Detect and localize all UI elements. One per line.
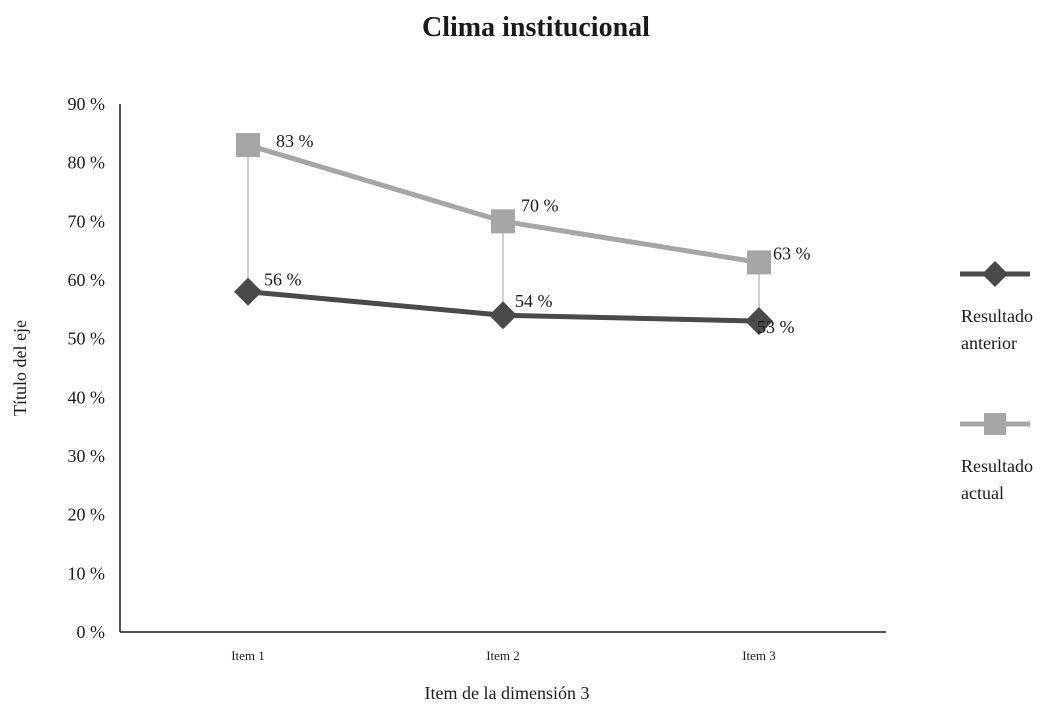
data-label: 83 % xyxy=(276,131,314,151)
y-tick-label: 50 % xyxy=(68,329,106,349)
y-tick-label: 70 % xyxy=(68,211,106,231)
legend-label: Resultado xyxy=(961,456,1033,476)
data-label: 53 % xyxy=(757,317,795,337)
data-label: 56 % xyxy=(264,270,302,290)
square-marker xyxy=(236,133,260,158)
square-marker xyxy=(747,250,771,275)
data-label: 63 % xyxy=(773,243,811,263)
data-label: 70 % xyxy=(521,195,559,215)
y-axis-ticks: 0 % 10 % 20 % 30 % 40 % 50 % 60 % 70 % 80 % 90 % xyxy=(68,94,106,642)
x-axis-ticks: Item 1 Item 2 Item 3 xyxy=(231,648,776,663)
x-tick-label: Item 3 xyxy=(742,648,776,663)
legend-diamond-marker xyxy=(982,261,1008,287)
diamond-marker xyxy=(489,301,517,330)
y-tick-label: 90 % xyxy=(68,94,106,114)
y-tick-label: 10 % xyxy=(68,563,106,583)
diamond-marker xyxy=(745,307,773,336)
legend-label: actual xyxy=(961,483,1004,503)
legend-label: Resultado xyxy=(961,306,1033,326)
legend: Resultado anterior Resultado actual xyxy=(960,261,1033,503)
y-axis-title: Título del eje xyxy=(10,320,30,416)
y-tick-label: 0 % xyxy=(77,622,106,642)
series-layer xyxy=(234,133,773,336)
y-tick-label: 40 % xyxy=(68,387,106,407)
data-label: 54 % xyxy=(515,291,553,311)
y-tick-label: 30 % xyxy=(68,446,106,466)
y-tick-label: 60 % xyxy=(68,270,106,290)
chart-title: Clima institucional xyxy=(422,12,650,43)
x-axis-title: Item de la dimensión 3 xyxy=(425,683,590,703)
square-marker xyxy=(491,209,515,234)
x-tick-label: Item 2 xyxy=(486,648,520,663)
legend-label: anterior xyxy=(961,333,1017,353)
y-tick-label: 20 % xyxy=(68,505,106,525)
data-labels: 56 % 54 % 53 % 83 % 70 % 63 % xyxy=(264,131,811,337)
diamond-marker xyxy=(234,277,262,306)
x-tick-label: Item 1 xyxy=(231,648,265,663)
legend-square-marker xyxy=(984,413,1006,435)
y-tick-label: 80 % xyxy=(68,153,106,173)
